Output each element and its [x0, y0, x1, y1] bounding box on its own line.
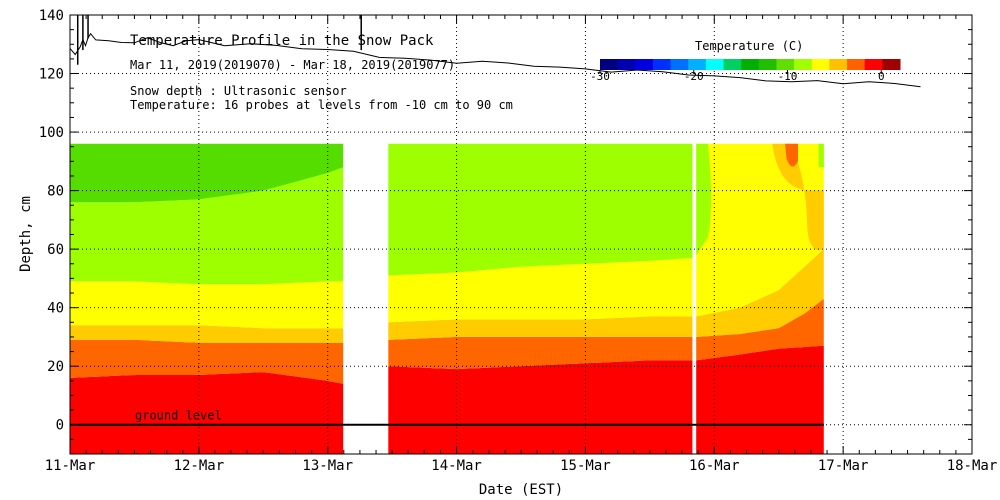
colorbar-tick-label-0: 0	[878, 70, 885, 83]
x-tick-label-12-Mar: 12-Mar	[174, 458, 225, 474]
info-line-sensor: Snow depth : Ultrasonic sensor	[130, 84, 347, 98]
info-line-probes: Temperature: 16 probes at levels from -1…	[130, 98, 513, 112]
colorbar-swatch-16	[864, 59, 883, 70]
colorbar-swatch-9	[741, 59, 760, 70]
temperature-band-yellow-orange-upper	[772, 143, 824, 250]
temperature-band-yellow-segment-3	[696, 143, 824, 317]
temperature-band-light-green-edge	[818, 143, 824, 168]
temperature-band-red-segment-3	[696, 345, 824, 454]
colorbar-tick-label--30: -30	[590, 70, 610, 83]
colorbar-title: Temperature (C)	[695, 39, 803, 53]
chart-title: Temperature Profile in the Snow Pack	[130, 33, 434, 49]
colorbar-swatch-17	[882, 59, 901, 70]
colorbar-swatch-6	[688, 59, 707, 70]
colorbar-swatch-1	[600, 59, 619, 70]
temperature-band-orange-segment-2	[388, 336, 693, 370]
y-tick-label-0: 0	[56, 418, 64, 434]
temperature-band-red-segment-1	[70, 372, 344, 454]
colorbar-swatch-3	[635, 59, 654, 70]
colorbar-swatch-7	[705, 59, 725, 70]
x-tick-label-16-Mar: 16-Mar	[689, 458, 740, 474]
y-axis-label: Depth, cm	[18, 196, 34, 272]
temperature-band-yellow-segment-1	[70, 281, 344, 329]
x-tick-label-14-Mar: 14-Mar	[431, 458, 482, 474]
heatmap-area	[70, 143, 824, 454]
colorbar-swatch-15	[847, 59, 866, 70]
colorbar-swatch-13	[811, 59, 830, 70]
colorbar-swatch-8	[723, 59, 742, 70]
x-tick-label-11-Mar: 11-Mar	[45, 458, 96, 474]
temperature-band-green-segment-1	[70, 143, 344, 203]
colorbar-tick-label--20: -20	[684, 70, 704, 83]
chart-subtitle: Mar 11, 2019(2019070) - Mar 18, 2019(201…	[130, 58, 455, 72]
y-tick-label-20: 20	[47, 359, 64, 375]
temperature-band-yellow-orange-segment-3	[696, 249, 824, 337]
temperature-band-orange-upper	[785, 143, 799, 167]
y-tick-label-120: 120	[39, 67, 64, 83]
colorbar-legend: -30 -20 -10 0	[590, 59, 901, 83]
x-tick-label-17-Mar: 17-Mar	[818, 458, 869, 474]
y-tick-label-140: 140	[39, 8, 64, 24]
x-tick-label-13-Mar: 13-Mar	[302, 458, 353, 474]
snow-depth-line	[70, 15, 921, 88]
temperature-band-light-green-segment-2	[388, 143, 693, 276]
temperature-band-yellow-orange-segment-1	[70, 325, 344, 343]
axis-ticks: 11-Mar 12-Mar 13-Mar 14-Mar 15-Mar 16-Mar 17-M…	[39, 8, 998, 474]
colorbar-swatch-14	[829, 59, 848, 70]
x-tick-label-18-Mar: 18-Mar	[947, 458, 998, 474]
colorbar-swatch-11	[776, 59, 795, 70]
temperature-band-yellow-orange-segment-2	[388, 316, 693, 340]
y-tick-label-40: 40	[47, 301, 64, 317]
temperature-band-yellow-segment-2	[388, 257, 693, 323]
colorbar-swatch-10	[758, 59, 777, 70]
colorbar-swatch-2	[617, 59, 636, 70]
temperature-band-light-green-segment-3	[696, 143, 712, 255]
colorbar-swatch-4	[652, 59, 672, 70]
colorbar-swatch-5	[670, 59, 689, 70]
temperature-band-orange-segment-3	[696, 298, 824, 361]
x-tick-label-15-Mar: 15-Mar	[560, 458, 611, 474]
y-tick-label-60: 60	[47, 242, 64, 258]
y-tick-label-80: 80	[47, 184, 64, 200]
snow-depth-series	[70, 32, 921, 88]
ground-level-label: ground level	[135, 409, 222, 423]
temperature-band-orange-segment-1	[70, 339, 344, 384]
colorbar-tick-label--10: -10	[778, 70, 798, 83]
temperature-band-red-segment-2	[388, 360, 693, 454]
temperature-band-light-green-segment-1	[70, 167, 344, 285]
y-tick-label-100: 100	[39, 125, 64, 141]
colorbar-swatch-12	[794, 59, 813, 70]
x-axis-label: Date (EST)	[479, 482, 563, 498]
